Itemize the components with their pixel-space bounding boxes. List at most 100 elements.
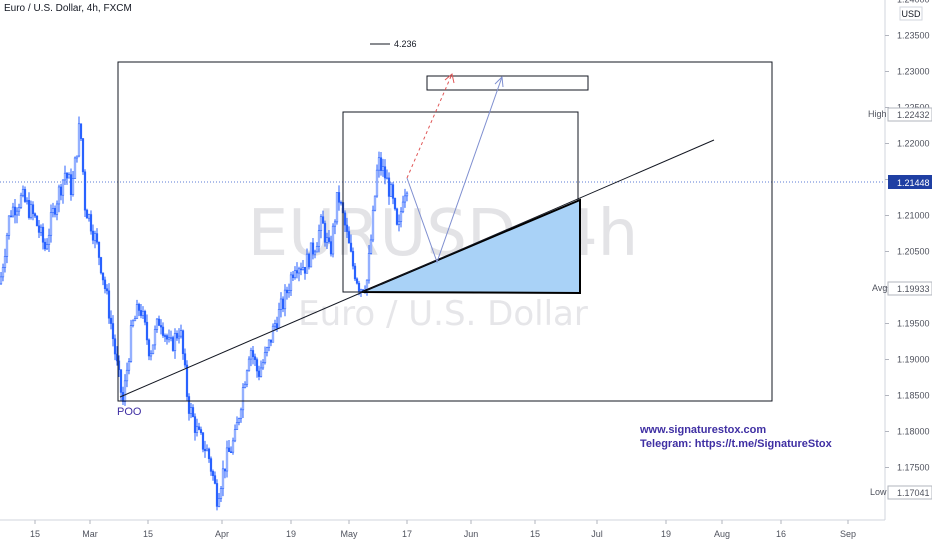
candle-body [327,237,331,242]
candle-body [373,195,377,211]
candle-body [391,184,395,199]
candle-body [163,335,167,337]
candle-body [197,426,201,430]
candle-body [91,230,95,241]
candle-body [141,311,145,316]
price-tick-label: 1.21000 [897,211,930,221]
candle-body [135,304,139,319]
candle-body [297,268,301,274]
candle-body [35,215,39,227]
candle-body [399,211,403,222]
candle-body [85,209,89,219]
candle-body [71,178,75,195]
candle-body [151,344,155,355]
candle-body [23,189,27,202]
candle-body [331,225,335,255]
candle-body [277,309,281,329]
candle-body [1,267,5,278]
currency-badge: USD [901,9,921,19]
candle-body [167,337,171,340]
candle-body [143,311,147,323]
candle-body [95,233,99,243]
candle-body [323,223,327,243]
candle-body [405,192,409,197]
candle-body [233,429,237,442]
candle-body [371,209,375,241]
candle-body [53,208,57,215]
candlestick-series[interactable] [0,116,409,511]
candle-body [339,201,343,204]
candle-body [247,358,251,372]
candle-body [75,155,79,159]
range-box[interactable] [117,61,773,402]
projection-dashed-arrowhead [444,73,455,84]
candle-body [301,266,305,271]
candle-body [41,226,45,243]
candle-body [243,383,247,388]
candle-body [57,186,61,205]
candle-body [69,174,73,195]
candle-body [307,253,311,268]
candle-body [321,216,325,224]
triangle-pattern[interactable] [361,198,581,295]
price-tick-label: 1.19500 [897,319,930,329]
candle-body [201,432,205,450]
candle-body [239,409,243,419]
candle-body [107,290,111,319]
candle-body [319,216,323,231]
candle-body [131,320,135,326]
candle-body [285,289,289,294]
date-tick-label: Apr [215,529,229,539]
candle-body [241,387,245,411]
candle-body [185,364,189,397]
candle-body [263,352,267,364]
projection-path [406,76,503,264]
candle-body [51,208,55,213]
candle-body [123,380,127,402]
candle-body [213,475,217,484]
candle-body [205,448,209,452]
candle-body [187,396,191,414]
candle-body [73,157,77,179]
candle-body [303,266,307,274]
candle-body [387,177,391,197]
target-box[interactable] [426,75,589,91]
candle-body [311,242,315,255]
candle-body [209,458,213,472]
candle-body [231,440,235,453]
candle-body [249,350,253,360]
candle-body [287,290,291,294]
candle-body [11,206,15,217]
candle-body [253,356,257,360]
candle-body [29,204,33,218]
candle-body [179,330,183,337]
candle-body [199,429,203,433]
candle-body [383,166,387,179]
candle-body [13,206,17,216]
candle-body [89,214,93,232]
high-value: 1.22432 [897,110,930,120]
price-axis[interactable]: 1.240001.235001.230001.225001.220001.215… [885,0,930,473]
candle-body [347,231,351,244]
avg-value: 1.19933 [897,284,930,294]
candle-body [265,347,269,353]
candle-body [3,256,7,268]
candle-body [25,200,29,202]
price-tick-label: 1.22000 [897,139,930,149]
candle-body [157,318,161,326]
trend-line[interactable] [119,139,715,398]
candle-body [313,251,317,255]
candle-body [401,201,405,213]
candle-body [155,318,159,330]
time-axis[interactable]: 15 Mar 15 Apr 19 May 17 Jun 15 Jul 19 Aug 16 Sep [30,520,856,539]
candle-body [103,279,107,290]
candle-body [211,471,215,477]
price-tick-label: 1.17500 [897,463,930,473]
candle-body [61,179,65,196]
candle-body [309,242,313,268]
candle-body [37,225,41,233]
candle-body [93,233,97,241]
poo-label: POO [117,406,142,418]
watermark-name: Euro / U.S. Dollar [298,294,588,334]
